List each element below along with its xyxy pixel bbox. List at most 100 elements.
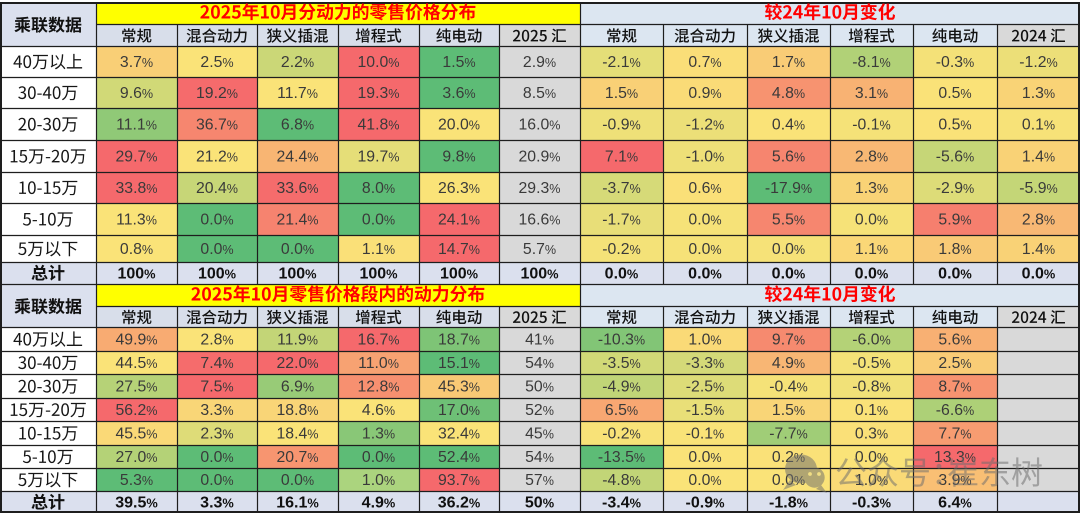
svg-text:45.3%: 45.3% <box>438 379 480 396</box>
svg-text:32.4%: 32.4% <box>438 426 480 443</box>
svg-text:-0.2%: -0.2% <box>602 426 640 443</box>
svg-text:-8.1%: -8.1% <box>852 54 890 71</box>
svg-text:2.8%: 2.8% <box>855 149 888 166</box>
svg-text:0.0%: 0.0% <box>200 241 233 258</box>
svg-text:5.6%: 5.6% <box>938 332 971 349</box>
svg-text:2.9%: 2.9% <box>523 54 556 71</box>
svg-text:0.0%: 0.0% <box>772 241 805 258</box>
svg-text:0.0%: 0.0% <box>281 241 314 258</box>
svg-text:4.8%: 4.8% <box>772 85 805 102</box>
svg-text:0.0%: 0.0% <box>772 266 806 283</box>
svg-text:0.0%: 0.0% <box>1022 266 1056 283</box>
svg-text:1.8%: 1.8% <box>938 241 971 258</box>
svg-text:18.7%: 18.7% <box>438 332 480 349</box>
svg-text:52%: 52% <box>525 402 554 419</box>
svg-text:5.3%: 5.3% <box>120 472 153 489</box>
svg-text:0.3%: 0.3% <box>855 426 888 443</box>
svg-text:12.8%: 12.8% <box>358 379 400 396</box>
svg-text:1.0%: 1.0% <box>362 472 395 489</box>
svg-text:-5.9%: -5.9% <box>1019 180 1057 197</box>
svg-text:15.1%: 15.1% <box>438 355 480 372</box>
svg-text:33.8%: 33.8% <box>116 180 158 197</box>
svg-text:2.2%: 2.2% <box>281 54 314 71</box>
svg-text:0.0%: 0.0% <box>281 472 314 489</box>
svg-text:29.3%: 29.3% <box>519 180 561 197</box>
svg-text:33.6%: 33.6% <box>277 180 319 197</box>
svg-text:27.5%: 27.5% <box>116 379 158 396</box>
svg-text:11.7%: 11.7% <box>277 85 318 102</box>
svg-text:-3.7%: -3.7% <box>602 180 640 197</box>
svg-text:20.9%: 20.9% <box>519 149 561 166</box>
svg-text:27.0%: 27.0% <box>116 449 158 466</box>
svg-text:-3.4%: -3.4% <box>602 495 642 512</box>
svg-text:0.8%: 0.8% <box>120 241 153 258</box>
svg-text:1.0%: 1.0% <box>688 332 721 349</box>
svg-text:-6.6%: -6.6% <box>936 402 974 419</box>
svg-text:-1.0%: -1.0% <box>686 149 724 166</box>
svg-text:10.0%: 10.0% <box>358 54 400 71</box>
svg-text:8.7%: 8.7% <box>938 379 971 396</box>
svg-text:-0.1%: -0.1% <box>686 426 724 443</box>
svg-text:49.9%: 49.9% <box>116 332 158 349</box>
svg-text:-1.5%: -1.5% <box>686 402 724 419</box>
svg-text:1.7%: 1.7% <box>772 54 805 71</box>
svg-text:-0.9%: -0.9% <box>602 117 640 134</box>
svg-text:1.3%: 1.3% <box>855 180 888 197</box>
svg-text:-17.9%: -17.9% <box>765 180 812 197</box>
svg-text:1.1%: 1.1% <box>855 241 888 258</box>
svg-text:3.3%: 3.3% <box>200 495 234 512</box>
svg-text:100%: 100% <box>198 266 237 283</box>
svg-text:2.5%: 2.5% <box>200 54 233 71</box>
svg-text:16.6%: 16.6% <box>519 212 561 229</box>
svg-text:2.3%: 2.3% <box>200 426 233 443</box>
svg-text:14.7%: 14.7% <box>438 241 480 258</box>
svg-text:9.7%: 9.7% <box>772 332 805 349</box>
svg-text:-5.6%: -5.6% <box>936 149 974 166</box>
svg-text:17.0%: 17.0% <box>438 402 480 419</box>
svg-text:3.6%: 3.6% <box>442 85 475 102</box>
svg-text:7.1%: 7.1% <box>605 149 638 166</box>
svg-text:18.4%: 18.4% <box>277 426 319 443</box>
svg-text:11.9%: 11.9% <box>277 332 318 349</box>
svg-text:45.5%: 45.5% <box>116 426 158 443</box>
svg-text:16.7%: 16.7% <box>358 332 400 349</box>
svg-text:6.4%: 6.4% <box>938 495 972 512</box>
svg-text:0.0%: 0.0% <box>688 472 721 489</box>
svg-text:0.9%: 0.9% <box>688 85 721 102</box>
svg-text:16.0%: 16.0% <box>519 117 561 134</box>
svg-text:0.0%: 0.0% <box>688 241 721 258</box>
svg-text:-4.8%: -4.8% <box>602 472 640 489</box>
svg-text:7.7%: 7.7% <box>938 426 971 443</box>
svg-text:-10.3%: -10.3% <box>598 332 645 349</box>
svg-text:6.9%: 6.9% <box>281 379 314 396</box>
svg-text:-0.8%: -0.8% <box>852 379 890 396</box>
svg-text:4.6%: 4.6% <box>362 402 395 419</box>
svg-text:50%: 50% <box>525 379 554 396</box>
svg-text:100%: 100% <box>278 266 317 283</box>
svg-text:-0.2%: -0.2% <box>602 241 640 258</box>
svg-text:0.0%: 0.0% <box>688 266 722 283</box>
svg-text:-7.7%: -7.7% <box>769 426 807 443</box>
svg-text:100%: 100% <box>359 266 398 283</box>
svg-text:-2.5%: -2.5% <box>686 379 724 396</box>
svg-text:-0.3%: -0.3% <box>852 495 892 512</box>
svg-text:18.8%: 18.8% <box>277 402 319 419</box>
svg-text:1.5%: 1.5% <box>772 402 805 419</box>
svg-text:36.2%: 36.2% <box>438 495 481 512</box>
svg-text:-1.8%: -1.8% <box>769 495 809 512</box>
svg-text:4.9%: 4.9% <box>362 495 396 512</box>
svg-text:-4.9%: -4.9% <box>602 379 640 396</box>
svg-text:7.5%: 7.5% <box>200 379 233 396</box>
svg-text:0.0%: 0.0% <box>688 449 721 466</box>
svg-text:-3.5%: -3.5% <box>602 355 640 372</box>
svg-text:-2.9%: -2.9% <box>936 180 974 197</box>
svg-text:9.6%: 9.6% <box>120 85 153 102</box>
svg-text:24.1%: 24.1% <box>438 212 480 229</box>
svg-text:6.8%: 6.8% <box>281 117 314 134</box>
svg-text:16.1%: 16.1% <box>276 495 319 512</box>
svg-text:1.1%: 1.1% <box>362 241 395 258</box>
svg-text:13.3%: 13.3% <box>934 449 976 466</box>
svg-text:-6.0%: -6.0% <box>852 332 890 349</box>
svg-text:-1.2%: -1.2% <box>1019 54 1057 71</box>
svg-text:11.1%: 11.1% <box>116 117 157 134</box>
